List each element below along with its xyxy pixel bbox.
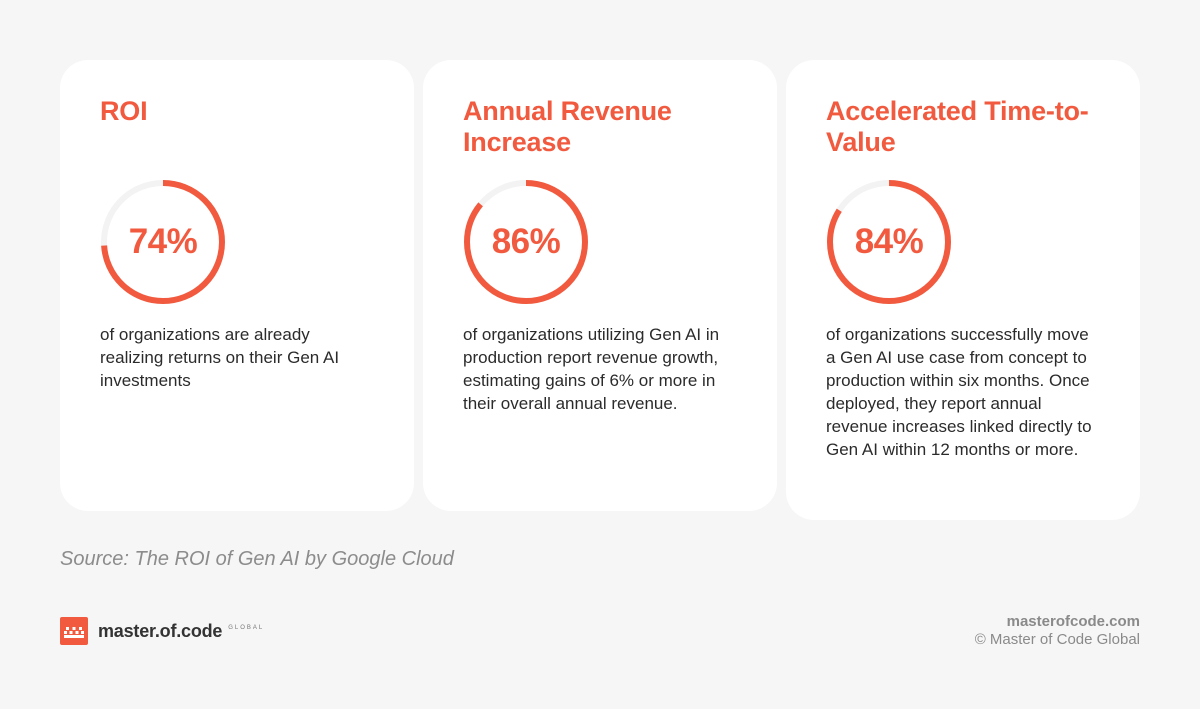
progress-ring-arc: [464, 180, 588, 304]
source-citation: Source: The ROI of Gen AI by Google Clou…: [60, 548, 454, 570]
brand-logo-lockup[interactable]: master.of.code GLOBAL: [60, 617, 264, 645]
stat-progress-ring: 86%: [462, 178, 590, 306]
progress-ring-graphic: [827, 180, 951, 304]
stat-progress-ring: 74%: [99, 178, 227, 306]
stat-progress-ring: 84%: [825, 178, 953, 306]
progress-ring-graphic: [101, 180, 225, 304]
stat-card-time-to-value: Accelerated Time-to-Value 84% of organiz…: [786, 60, 1140, 520]
logo-pixel-mark: [64, 627, 84, 638]
stat-description: of organizations successfully move a Gen…: [826, 325, 1092, 459]
stat-description: of organizations utilizing Gen AI in pro…: [463, 325, 720, 413]
brand-tagline: GLOBAL: [228, 625, 265, 631]
stat-card-title: Accelerated Time-to-Value: [826, 96, 1089, 157]
stat-card-title: Annual Revenue Increase: [463, 96, 672, 157]
stat-card-roi: ROI 74% of organizations are already rea…: [60, 60, 414, 511]
stat-description: of organizations are already realizing r…: [100, 325, 340, 390]
stat-value: 84%: [854, 222, 924, 261]
stat-value: 86%: [491, 222, 561, 261]
stat-card-annual-revenue: Annual Revenue Increase 86% of organizat…: [423, 60, 777, 511]
copyright-text: © Master of Code Global: [974, 631, 1140, 648]
master-of-code-logo-icon: [60, 617, 88, 645]
progress-ring-graphic: [464, 180, 588, 304]
footer-info: masterofcode.com © Master of Code Global: [975, 613, 1140, 649]
progress-ring-arc: [827, 180, 951, 304]
brand-name: master.of.code: [98, 620, 223, 641]
stat-card-title: ROI: [100, 96, 148, 126]
website-link[interactable]: masterofcode.com: [1006, 613, 1140, 630]
stat-value: 74%: [128, 222, 198, 261]
progress-ring-arc: [101, 180, 225, 304]
